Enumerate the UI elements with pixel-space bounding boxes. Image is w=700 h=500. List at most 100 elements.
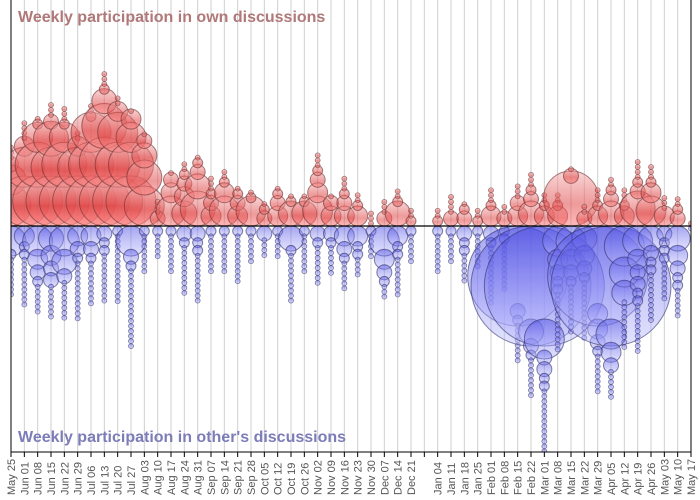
others-discussion-bubble (208, 248, 214, 255)
others-discussion-bubble (88, 275, 94, 282)
own-discussion-bubble (341, 180, 348, 187)
others-discussion-bubble (141, 258, 148, 265)
others-discussion-bubble (621, 324, 628, 331)
own-discussion-bubble (114, 95, 121, 102)
own-discussion-bubble (594, 192, 601, 199)
own-discussion-bubble (61, 105, 68, 112)
own-discussion-bubble (474, 207, 481, 214)
others-discussion-bubble (208, 263, 214, 270)
others-discussion-bubble (594, 363, 601, 370)
x-tick-label: Mar 01 (539, 461, 551, 495)
x-tick-label: Jun 22 (59, 462, 71, 495)
others-discussion-bubble (461, 262, 468, 269)
others-discussion-bubble (141, 233, 148, 240)
others-discussion-bubble (448, 233, 454, 240)
others-discussion-bubble (154, 248, 161, 255)
others-discussion-bubble (314, 254, 321, 261)
others-discussion-bubble (114, 273, 121, 280)
others-discussion-bubble (288, 282, 294, 289)
own-discussion-bubble (634, 164, 641, 170)
others-discussion-bubble (648, 317, 654, 323)
own-discussion-bubble (34, 115, 41, 122)
own-discussion-bubble (661, 205, 668, 211)
others-discussion-bubble (288, 267, 294, 274)
others-discussion-bubble (634, 323, 641, 329)
others-discussion-bubble (194, 262, 201, 269)
others-discussion-bubble (661, 295, 668, 302)
others-discussion-bubble (474, 233, 481, 240)
own-discussion-bubble (248, 189, 254, 196)
others-discussion-bubble (11, 248, 17, 260)
others-discussion-bubble (541, 418, 548, 425)
others-discussion-bubble (168, 233, 174, 240)
others-discussion-bubble (541, 398, 548, 405)
others-discussion-bubble (634, 348, 641, 354)
own-discussion-bubble (208, 185, 214, 192)
others-discussion-bubble (301, 233, 308, 240)
others-discussion-bubble (674, 287, 681, 294)
x-tick-label: Jan 25 (473, 462, 485, 495)
others-discussion-bubble (594, 383, 601, 390)
others-discussion-bubble (194, 272, 201, 279)
own-discussion-bubble (474, 212, 481, 219)
others-discussion-bubble (11, 286, 14, 293)
others-discussion-bubble (74, 310, 81, 317)
others-discussion-bubble (648, 272, 654, 278)
own-discussion-bubble (461, 201, 468, 208)
others-discussion-bubble (221, 238, 228, 245)
others-discussion-bubble (128, 313, 134, 320)
others-discussion-bubble (141, 263, 148, 270)
others-discussion-bubble (234, 248, 241, 255)
others-discussion-bubble (554, 331, 561, 338)
others-discussion-bubble (408, 253, 414, 260)
own-discussion-bubble (448, 203, 454, 210)
others-discussion-bubble (234, 238, 241, 245)
others-discussion-bubble (634, 338, 641, 344)
others-discussion-bubble (608, 373, 614, 380)
others-discussion-bubble (128, 298, 134, 305)
others-discussion-bubble (74, 280, 81, 287)
others-discussion-bubble (234, 243, 241, 250)
others-discussion-bubble (101, 292, 108, 299)
others-discussion-bubble (128, 283, 134, 290)
others-discussion-bubble (328, 244, 334, 251)
others-discussion-bubble (74, 305, 81, 312)
others-discussion-bubble (114, 293, 121, 300)
own-discussion-bubble (648, 174, 654, 180)
others-discussion-bubble (301, 258, 308, 265)
others-discussion-bubble (208, 268, 214, 275)
own-discussion-bubble (261, 201, 268, 208)
x-tick-label: Jun 29 (73, 462, 85, 495)
x-tick-label: Feb 15 (513, 461, 525, 495)
others-discussion-bubble (541, 413, 548, 420)
x-tick-label: Apr 19 (633, 463, 645, 495)
others-discussion-bubble (101, 252, 108, 259)
others-discussion-bubble (528, 372, 534, 379)
others-discussion-bubble (21, 281, 28, 288)
others-discussion-bubble (661, 270, 668, 277)
own-discussion-bubble (354, 197, 361, 204)
others-discussion-bubble (48, 303, 54, 310)
others-discussion-bubble (181, 254, 188, 261)
others-discussion-bubble (634, 303, 641, 309)
own-discussion-bubble (434, 212, 441, 219)
own-discussion-bubble (448, 193, 454, 200)
others-discussion-bubble (248, 258, 254, 265)
others-discussion-bubble (88, 280, 94, 287)
x-tick-label: Mar 29 (593, 461, 605, 495)
others-discussion-bubble (48, 308, 54, 315)
others-discussion-bubble (101, 297, 108, 304)
others-discussion-bubble (154, 243, 161, 250)
own-discussion-bubble (301, 193, 308, 200)
others-discussion-bubble (194, 257, 201, 264)
others-discussion-bubble (101, 257, 108, 264)
others-discussion-bubble (661, 275, 668, 282)
others-discussion-bubble (61, 294, 68, 301)
others-discussion-bubble (594, 353, 601, 360)
others-discussion-bubble (634, 333, 641, 339)
own-discussion-bubble (221, 169, 228, 175)
others-discussion-bubble (328, 249, 334, 256)
x-tick-label: Oct 19 (286, 463, 298, 495)
others-discussion-bubble (274, 248, 281, 255)
others-discussion-bubble (448, 253, 454, 260)
